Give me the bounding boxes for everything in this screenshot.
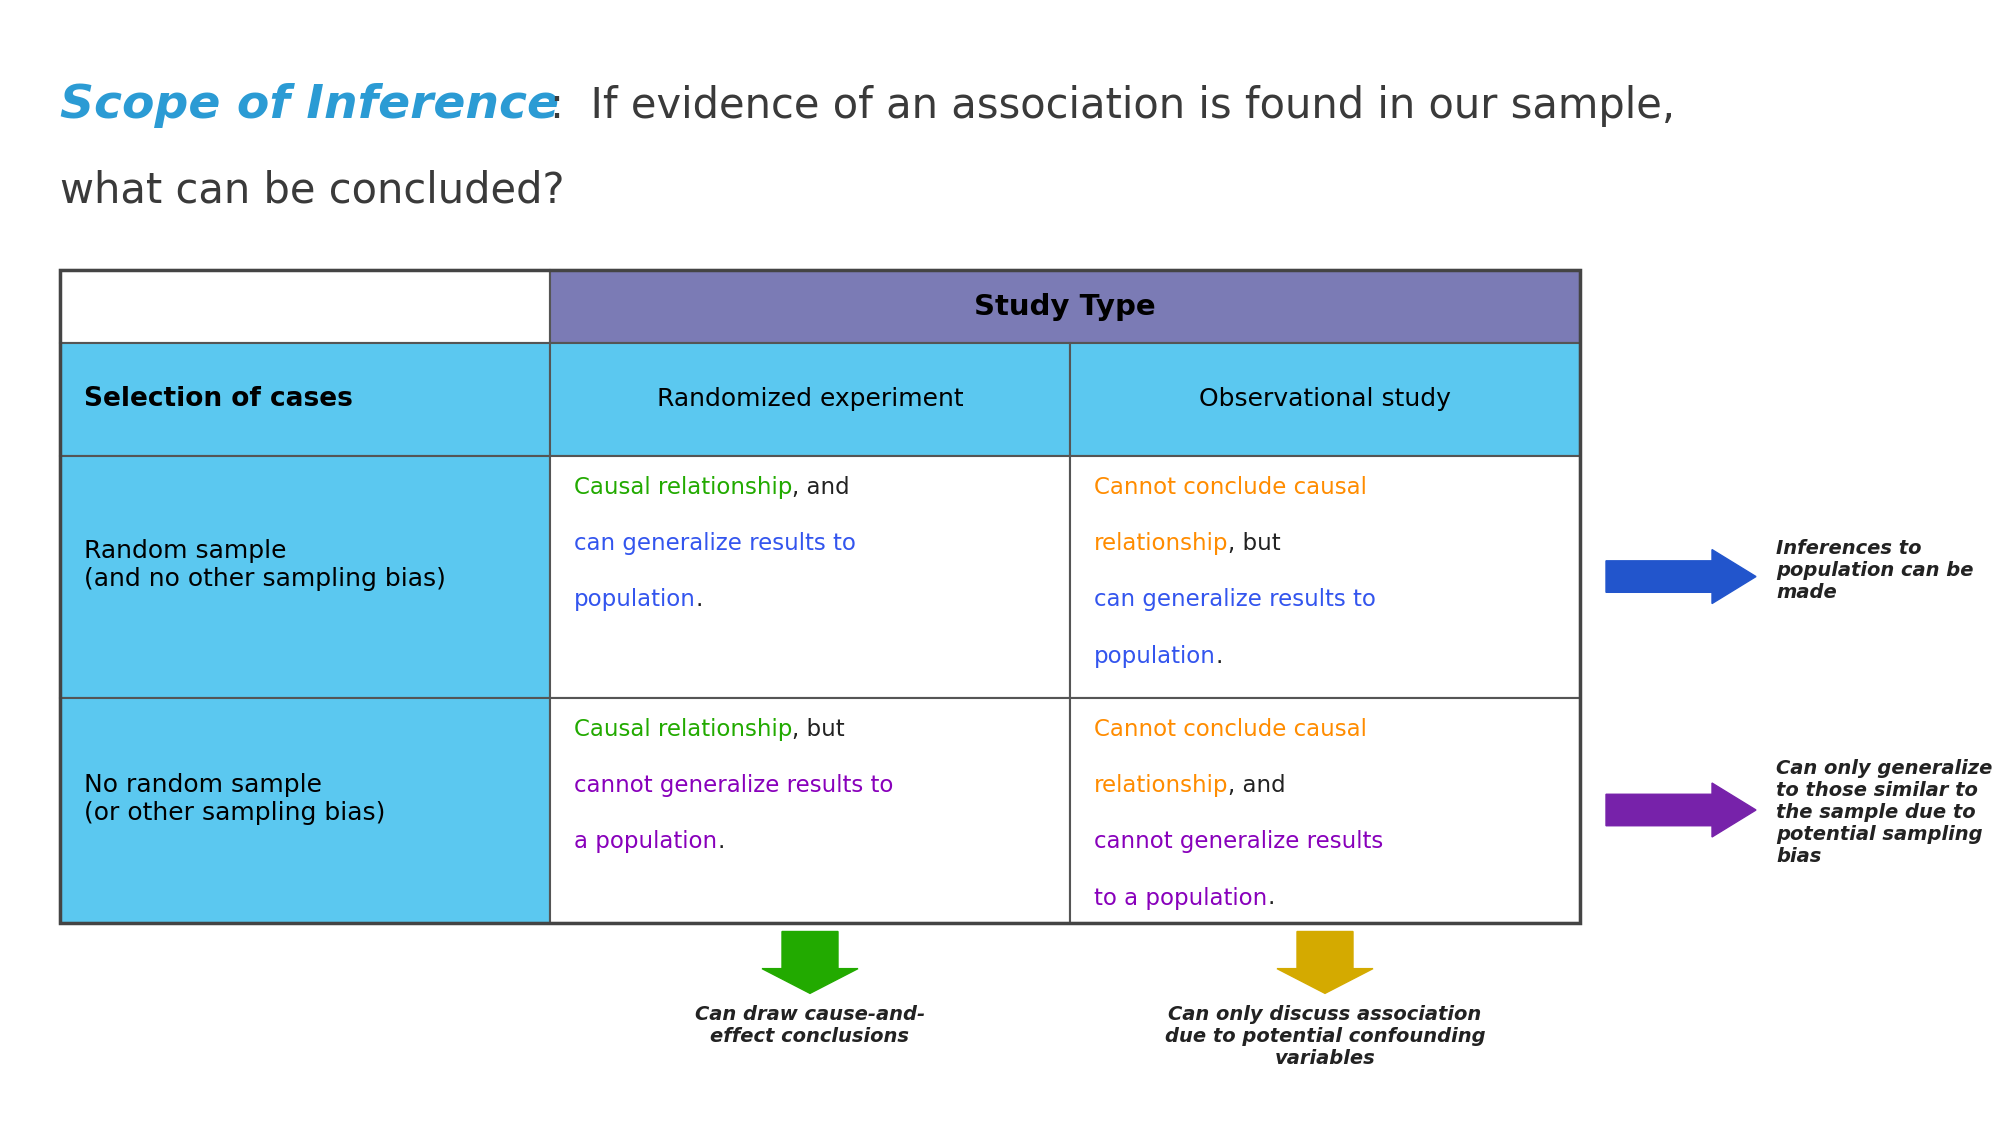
Bar	[60, 270, 1580, 922]
Text: .: .	[1216, 645, 1224, 667]
FancyArrow shape	[1606, 549, 1756, 603]
Bar	[550, 343, 1070, 456]
Bar	[60, 270, 550, 343]
Bar	[1070, 456, 1580, 698]
FancyArrow shape	[1278, 932, 1374, 993]
Bar	[550, 698, 1070, 922]
Text: Randomized experiment: Randomized experiment	[656, 387, 964, 412]
Text: relationship: relationship	[1094, 774, 1228, 796]
Text: Cannot conclude causal: Cannot conclude causal	[1094, 476, 1366, 498]
Bar	[60, 343, 550, 456]
Bar	[60, 698, 550, 922]
Text: Can draw cause-and-
effect conclusions: Can draw cause-and- effect conclusions	[694, 1005, 926, 1045]
Text: cannot generalize results to: cannot generalize results to	[574, 774, 894, 796]
Text: Can only discuss association
due to potential confounding
variables: Can only discuss association due to pote…	[1164, 1005, 1486, 1068]
Text: , and: , and	[1228, 774, 1286, 796]
Bar	[550, 270, 1580, 343]
Text: Causal relationship: Causal relationship	[574, 476, 792, 498]
Text: can generalize results to: can generalize results to	[1094, 588, 1376, 611]
Text: No random sample
(or other sampling bias): No random sample (or other sampling bias…	[84, 773, 386, 825]
Text: Inferences to
population can be
made: Inferences to population can be made	[1776, 539, 1974, 603]
Text: :  If evidence of an association is found in our sample,: : If evidence of an association is found…	[550, 86, 1676, 127]
Text: to a population: to a population	[1094, 886, 1268, 909]
Text: .: .	[1268, 886, 1274, 909]
Bar	[550, 456, 1070, 698]
Text: population: population	[574, 588, 696, 611]
Text: .: .	[696, 588, 704, 611]
Bar	[60, 456, 550, 698]
Bar	[1070, 343, 1580, 456]
Text: , but: , but	[1228, 532, 1282, 555]
Text: Random sample
(and no other sampling bias): Random sample (and no other sampling bia…	[84, 539, 446, 592]
Text: .: .	[718, 830, 724, 853]
Text: what can be concluded?: what can be concluded?	[60, 170, 564, 212]
Text: Observational study: Observational study	[1200, 387, 1450, 412]
FancyArrow shape	[762, 932, 858, 993]
Text: , and: , and	[792, 476, 850, 498]
Text: Selection of cases: Selection of cases	[84, 386, 352, 413]
Text: , but: , but	[792, 718, 846, 740]
Text: relationship: relationship	[1094, 532, 1228, 555]
Text: a population: a population	[574, 830, 718, 853]
Text: Scope of Inference: Scope of Inference	[60, 83, 560, 128]
Text: Causal relationship: Causal relationship	[574, 718, 792, 740]
Text: Cannot conclude causal: Cannot conclude causal	[1094, 718, 1366, 740]
Text: can generalize results to: can generalize results to	[574, 532, 856, 555]
Text: cannot generalize results: cannot generalize results	[1094, 830, 1384, 853]
Text: population: population	[1094, 645, 1216, 667]
Text: Can only generalize
to those similar to
the sample due to
potential sampling
bia: Can only generalize to those similar to …	[1776, 759, 1992, 866]
Text: Study Type: Study Type	[974, 292, 1156, 321]
Bar	[1070, 698, 1580, 922]
FancyArrow shape	[1606, 783, 1756, 837]
